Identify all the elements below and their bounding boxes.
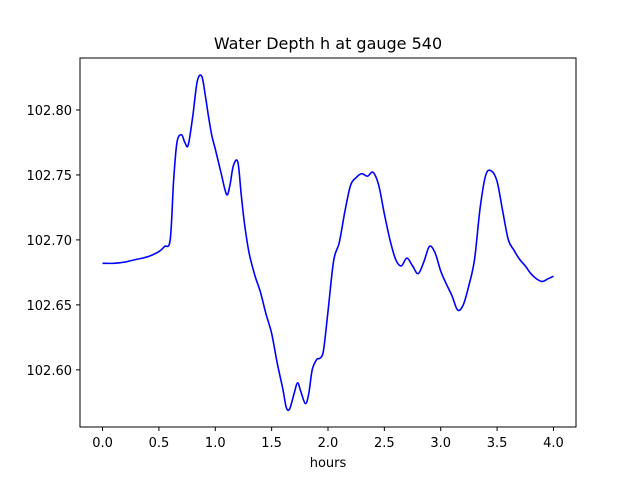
x-tick-label: 1.0 xyxy=(205,436,226,451)
axes-frame xyxy=(79,57,577,428)
y-tick-label: 102.80 xyxy=(27,104,73,119)
x-axis-label: hours xyxy=(310,456,347,471)
y-tick-label: 102.60 xyxy=(27,364,73,379)
x-tick-label: 2.5 xyxy=(374,436,395,451)
chart-title: Water Depth h at gauge 540 xyxy=(214,34,442,53)
y-tick-label: 102.70 xyxy=(27,234,73,249)
y-tick-label: 102.75 xyxy=(27,169,73,184)
x-tick-label: 0.0 xyxy=(92,436,113,451)
x-tick-label: 1.5 xyxy=(261,436,282,451)
x-tick-label: 4.0 xyxy=(543,436,564,451)
x-tick-label: 3.5 xyxy=(487,436,508,451)
x-tick-label: 3.0 xyxy=(430,436,451,451)
y-tick-label: 102.65 xyxy=(27,299,73,314)
x-tick-label: 0.5 xyxy=(149,436,170,451)
plot-area: 0.0 0.5 1.0 1.5 2.0 2.5 3.0 3.5 4.0 102.60 102.65 1… xyxy=(27,74,564,451)
x-tick-label: 2.0 xyxy=(318,436,339,451)
series-line xyxy=(102,74,554,412)
